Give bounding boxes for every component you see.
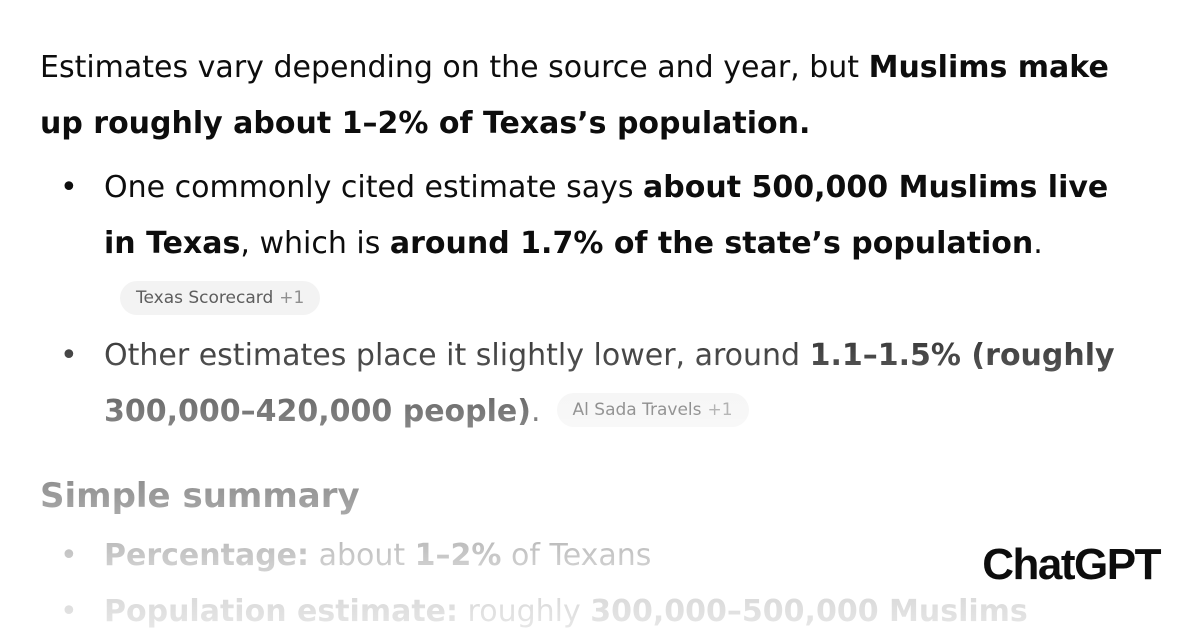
bold-text: 300,000–500,000 Muslims [590,594,1028,629]
text: about [309,538,415,573]
summary-item: Population estimate: roughly 300,000–500… [40,584,1120,640]
summary-list: Percentage: about 1–2% of TexansPopulati… [40,528,1120,640]
bold-text: around 1.7% of the state’s population [389,226,1034,261]
citation-source: Texas Scorecard [136,287,274,308]
text: Estimates vary depending on the source a… [40,50,869,85]
summary-item: Percentage: about 1–2% of Texans [40,528,1120,584]
intro-paragraph: Estimates vary depending on the source a… [40,40,1120,152]
bullet-item: One commonly cited estimate says about 5… [40,160,1120,328]
text: roughly [458,594,591,629]
section-heading: Simple summary [40,476,360,516]
citation-pill[interactable]: Al Sada Travels +1 [556,392,749,427]
citation-more: +1 [707,399,733,420]
citation-source: Al Sada Travels [572,399,702,420]
brand-logo: ChatGPT [982,540,1161,589]
bullet-item: Other estimates place it slightly lower,… [40,328,1120,440]
response: Estimates vary depending on the source a… [40,40,1120,640]
bullet-list: One commonly cited estimate says about 5… [40,160,1120,440]
bold-text: Population estimate: [104,594,459,629]
text: . [530,394,541,429]
text: , which is [240,226,390,261]
text: of Texans [501,538,652,573]
citation-pill[interactable]: Texas Scorecard +1 [120,280,321,315]
citation-more: +1 [279,287,305,308]
text: Other estimates place it slightly lower,… [104,338,810,373]
text: One commonly cited estimate says [104,170,644,205]
text: . [1033,226,1043,261]
bold-text: Percentage: [104,538,310,573]
bold-text: 1–2% [414,538,502,573]
